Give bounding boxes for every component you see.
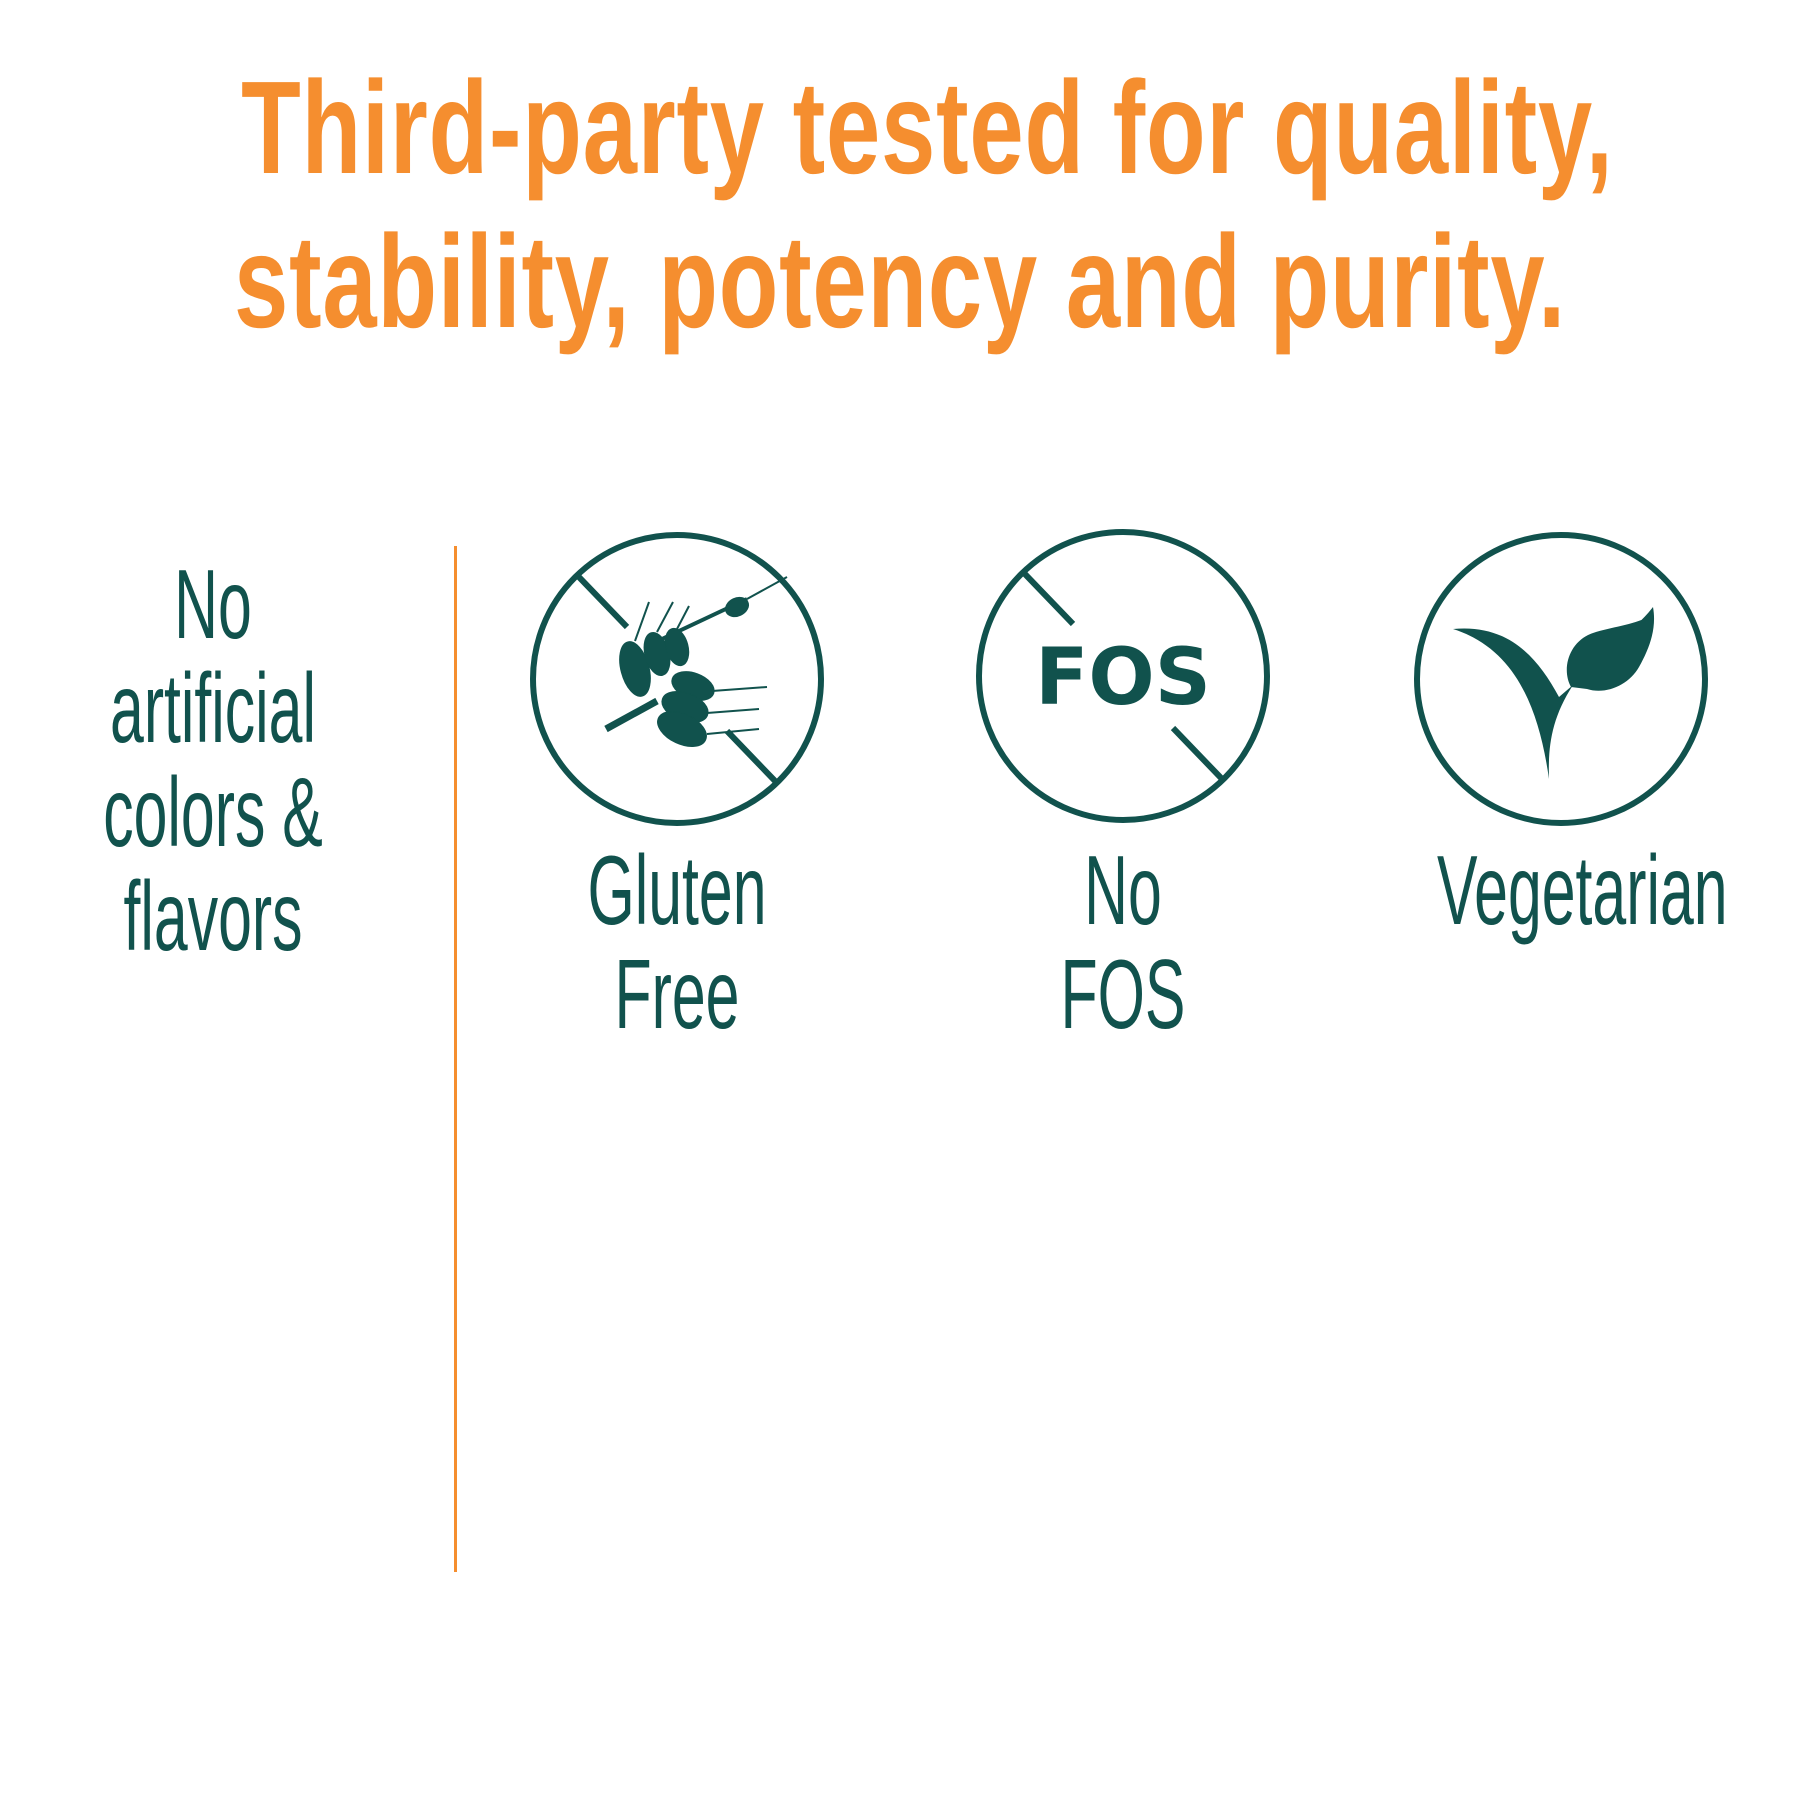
no-wheat-icon [530, 532, 824, 826]
claim-line: artificial [110, 653, 316, 763]
divider [454, 546, 457, 1572]
claim-line: flavors [123, 861, 303, 971]
badge-label-line: Vegetarian [1437, 835, 1728, 945]
headline-text: Third-party tested for quality, [241, 54, 1614, 201]
badge-label-line: Gluten [587, 835, 767, 945]
no-artificial-claim: No artificial colors & flavors [13, 552, 413, 968]
badge-label-line: FOS [1060, 939, 1186, 1049]
badge-label-line: No [1084, 835, 1162, 945]
badge-label-line: Free [614, 939, 740, 1049]
headline-text: stability, potency and purity. [234, 208, 1567, 355]
fos-icon-text: FOS [1035, 633, 1211, 723]
claim-line: colors & [103, 757, 323, 867]
no-fos-icon: FOS [976, 529, 1270, 823]
leaf-sprout-icon [1414, 532, 1708, 826]
headline-line-1: Third-party tested for quality, [0, 62, 1800, 194]
badge-label-no-fos: No FOS [923, 838, 1323, 1046]
badge-label-gluten-free: Gluten Free [477, 838, 877, 1046]
claim-line: No [174, 549, 252, 659]
badge-label-vegetarian: Vegetarian [1361, 838, 1761, 942]
headline-line-2: stability, potency and purity. [0, 216, 1800, 348]
